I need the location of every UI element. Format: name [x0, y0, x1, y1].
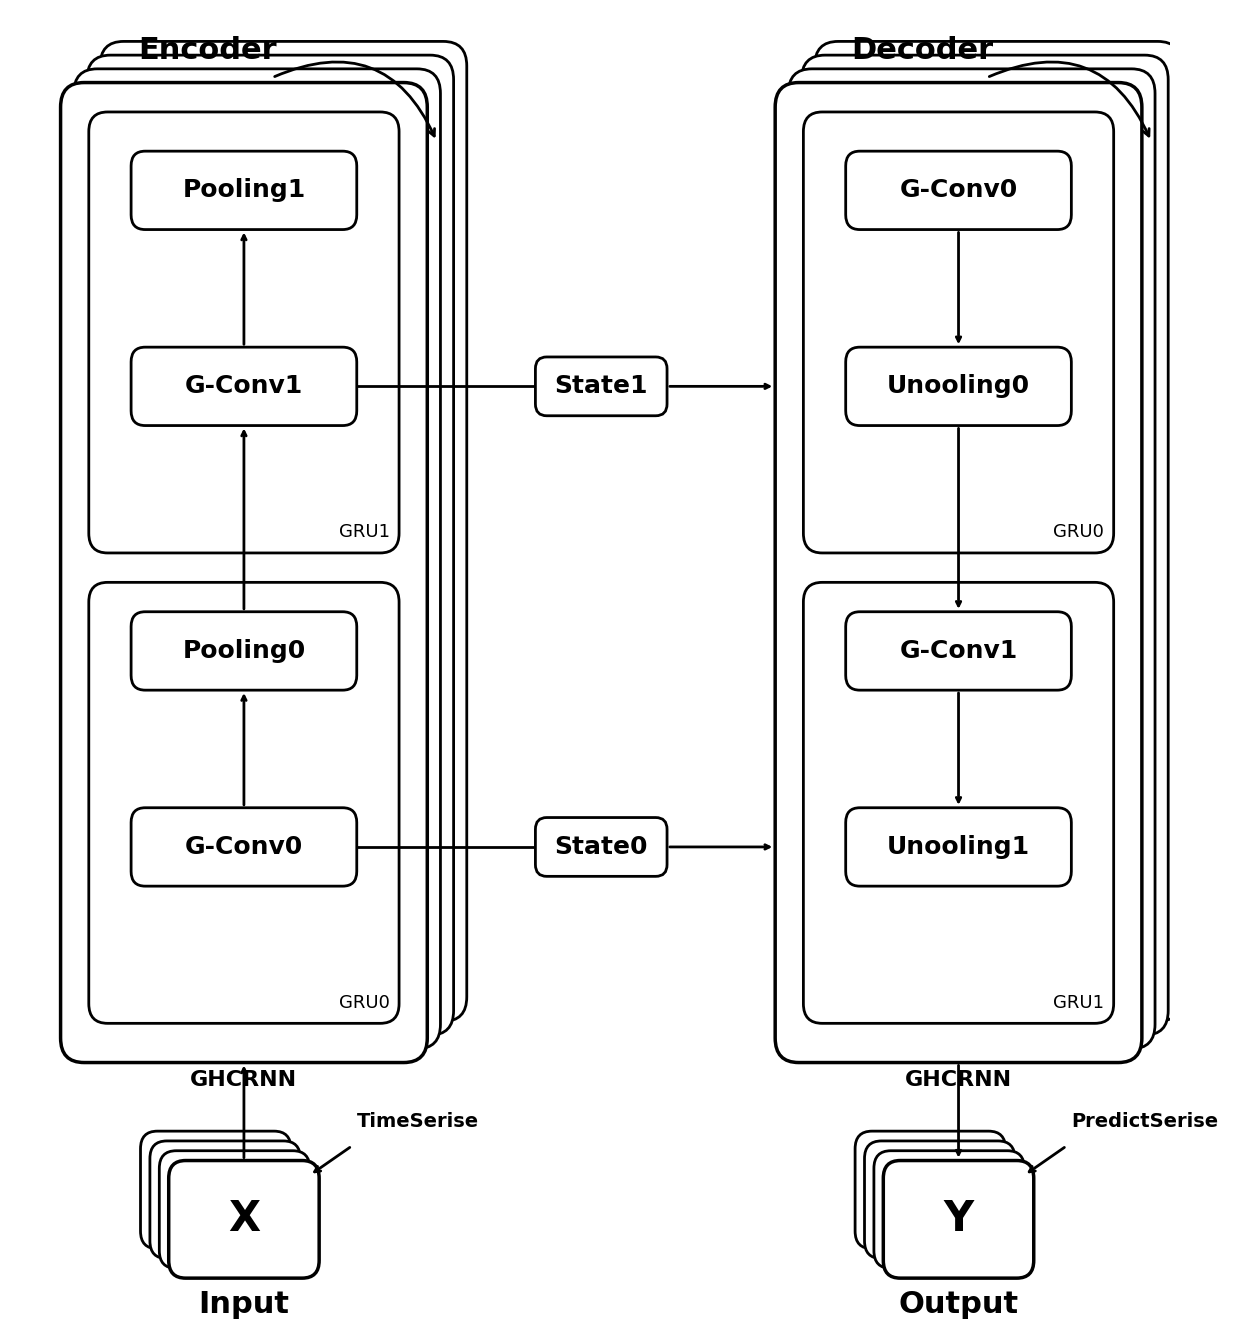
FancyBboxPatch shape	[883, 1160, 1034, 1278]
Text: GRU0: GRU0	[1054, 524, 1105, 541]
FancyBboxPatch shape	[150, 1140, 300, 1258]
FancyBboxPatch shape	[131, 611, 357, 690]
FancyBboxPatch shape	[846, 611, 1071, 690]
Text: Decoder: Decoder	[851, 36, 993, 65]
Text: Input: Input	[198, 1290, 289, 1319]
Text: X: X	[228, 1199, 260, 1240]
FancyBboxPatch shape	[815, 41, 1182, 1021]
FancyBboxPatch shape	[169, 1160, 319, 1278]
Text: GHCRNN: GHCRNN	[191, 1070, 298, 1090]
Text: State1: State1	[554, 374, 649, 398]
FancyBboxPatch shape	[856, 1131, 1006, 1249]
Text: Encoder: Encoder	[138, 36, 277, 65]
FancyBboxPatch shape	[73, 69, 440, 1049]
Text: G-Conv0: G-Conv0	[899, 179, 1018, 203]
Text: Pooling1: Pooling1	[182, 179, 305, 203]
FancyBboxPatch shape	[100, 41, 466, 1021]
Text: State0: State0	[554, 835, 649, 859]
FancyBboxPatch shape	[131, 151, 357, 229]
FancyBboxPatch shape	[804, 111, 1114, 553]
FancyBboxPatch shape	[131, 808, 357, 886]
FancyBboxPatch shape	[536, 357, 667, 416]
FancyBboxPatch shape	[775, 82, 1142, 1062]
FancyBboxPatch shape	[801, 56, 1168, 1036]
Text: Pooling0: Pooling0	[182, 639, 305, 663]
FancyBboxPatch shape	[804, 582, 1114, 1024]
Text: PredictSerise: PredictSerise	[1071, 1113, 1219, 1131]
FancyBboxPatch shape	[140, 1131, 291, 1249]
Text: GRU0: GRU0	[339, 993, 389, 1012]
FancyBboxPatch shape	[536, 818, 667, 876]
FancyBboxPatch shape	[89, 582, 399, 1024]
FancyBboxPatch shape	[846, 151, 1071, 229]
Text: Output: Output	[899, 1290, 1018, 1319]
FancyBboxPatch shape	[874, 1151, 1024, 1269]
Text: G-Conv1: G-Conv1	[899, 639, 1018, 663]
FancyBboxPatch shape	[846, 808, 1071, 886]
Text: G-Conv1: G-Conv1	[185, 374, 303, 398]
FancyBboxPatch shape	[61, 82, 428, 1062]
FancyBboxPatch shape	[89, 111, 399, 553]
Text: GRU1: GRU1	[1053, 993, 1105, 1012]
FancyBboxPatch shape	[846, 347, 1071, 426]
Text: Unooling1: Unooling1	[887, 835, 1030, 859]
FancyBboxPatch shape	[87, 56, 454, 1036]
FancyBboxPatch shape	[864, 1140, 1016, 1258]
Text: Y: Y	[944, 1199, 973, 1240]
FancyBboxPatch shape	[159, 1151, 310, 1269]
FancyBboxPatch shape	[131, 347, 357, 426]
Text: Unooling0: Unooling0	[887, 374, 1030, 398]
Text: GRU1: GRU1	[339, 524, 389, 541]
Text: GHCRNN: GHCRNN	[905, 1070, 1012, 1090]
FancyBboxPatch shape	[789, 69, 1154, 1049]
Text: TimeSerise: TimeSerise	[357, 1113, 479, 1131]
Text: G-Conv0: G-Conv0	[185, 835, 303, 859]
